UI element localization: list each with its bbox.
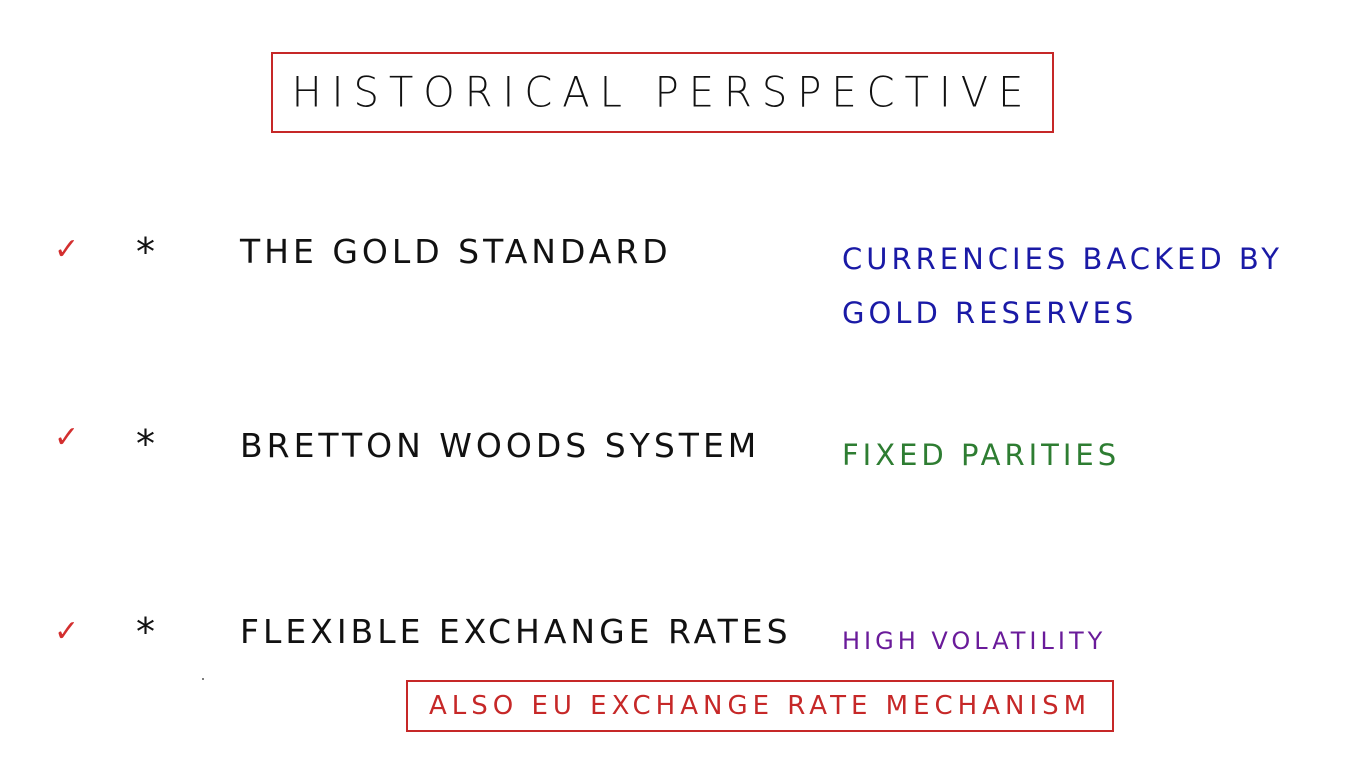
checkmark-icon: ✓ (54, 420, 80, 455)
item-note: HIGH VOLATILITY (842, 614, 1106, 668)
item-note-line: GOLD RESERVES (842, 296, 1138, 330)
item-label: FLEXIBLE EXCHANGE RATES (240, 612, 792, 651)
stray-dot (202, 678, 204, 680)
checkmark-icon: ✓ (54, 232, 80, 267)
asterisk-bullet-icon: * (136, 422, 155, 466)
item-note: FIXED PARITIES (842, 428, 1120, 482)
checkmark-icon: ✓ (54, 614, 80, 649)
footer-note-box: ALSO EU EXCHANGE RATE MECHANISM (406, 680, 1114, 732)
item-label: THE GOLD STANDARD (240, 232, 672, 271)
item-note-line: HIGH VOLATILITY (842, 627, 1107, 655)
asterisk-bullet-icon: * (136, 610, 155, 654)
item-note-line: FIXED PARITIES (842, 438, 1121, 472)
title-box: HISTORICAL PERSPECTIVE (271, 52, 1054, 133)
asterisk-bullet-icon: * (136, 230, 155, 274)
footer-note: ALSO EU EXCHANGE RATE MECHANISM (428, 691, 1092, 721)
item-label: BRETTON WOODS SYSTEM (240, 426, 761, 465)
item-note: CURRENCIES BACKED BY GOLD RESERVES (842, 232, 1283, 340)
item-note-line: CURRENCIES BACKED BY (842, 242, 1283, 276)
page-title: HISTORICAL PERSPECTIVE (291, 68, 1034, 117)
